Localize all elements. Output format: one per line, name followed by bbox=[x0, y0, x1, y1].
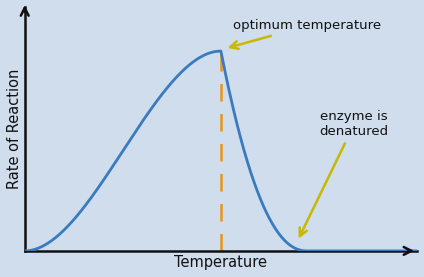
Text: optimum temperature: optimum temperature bbox=[230, 19, 381, 49]
Y-axis label: Rate of Reaction: Rate of Reaction bbox=[7, 69, 22, 189]
Text: enzyme is
denatured: enzyme is denatured bbox=[300, 110, 389, 236]
X-axis label: Temperature: Temperature bbox=[174, 255, 268, 270]
